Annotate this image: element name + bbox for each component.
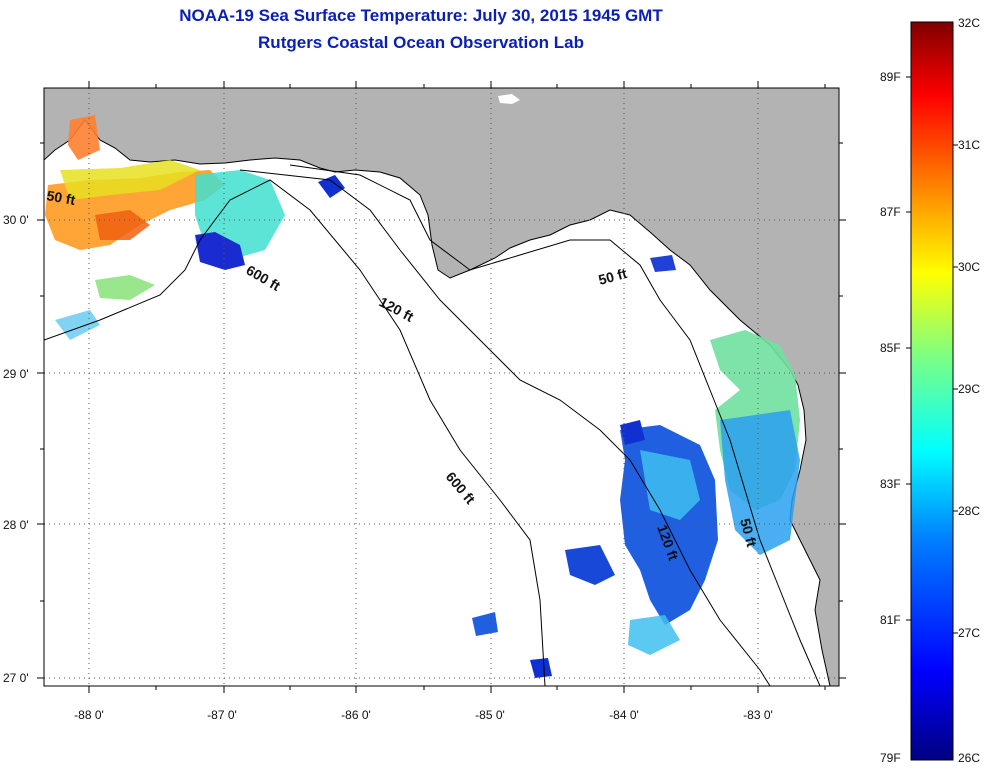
lat-label: 28 0' (3, 518, 29, 532)
sst-patch-cold (195, 232, 245, 270)
colorbar-c-label: 30C (958, 260, 980, 274)
colorbar-f-label: 79F (880, 751, 901, 765)
cloud-patch (498, 94, 520, 104)
lat-label: 27 0' (3, 671, 29, 685)
colorbar-c-label: 26C (958, 751, 980, 765)
colorbar-c-label: 27C (958, 626, 980, 640)
sst-patch-yellow (60, 160, 200, 200)
map-title: NOAA-19 Sea Surface Temperature: July 30… (179, 6, 663, 25)
sst-patch-south (628, 615, 680, 655)
lat-label: 30 0' (3, 213, 29, 227)
colorbar-c-label: 31C (958, 138, 980, 152)
tick-marks (37, 81, 846, 693)
lat-label: 29 0' (3, 367, 29, 381)
lon-label: -88 0' (74, 708, 104, 722)
contour-120ft (239, 169, 771, 686)
lon-label: -83 0' (743, 708, 773, 722)
colorbar-ticks (906, 76, 958, 634)
map-frame (43, 87, 840, 687)
sst-patch-green (95, 275, 155, 300)
colorbar-f-label: 85F (880, 341, 901, 355)
sst-patch-bay (68, 115, 100, 160)
lon-label: -84 0' (609, 708, 639, 722)
sst-patch-bigbend (650, 255, 676, 272)
colorbar-c-label: 28C (958, 504, 980, 518)
contour-50ft (289, 164, 821, 686)
sst-patch-cold2 (620, 420, 645, 445)
colorbar-f-label: 89F (880, 70, 901, 84)
colorbar-f-label: 81F (880, 613, 901, 627)
colorbar-c-label: 32C (958, 16, 980, 30)
lon-label: -85 0' (475, 708, 505, 722)
sst-patch-small (318, 175, 345, 198)
colorbar-f-label: 83F (880, 477, 901, 491)
map-subtitle: Rutgers Coastal Ocean Observation Lab (258, 33, 584, 52)
contour-label-50ft-bigbend: 50 ft (597, 265, 629, 288)
contour-label-50ft-west: 50 ft (45, 187, 76, 208)
contour-label-50ft-south: 50 ft (737, 517, 760, 549)
sst-patch-west-fl (565, 545, 615, 585)
lon-label: -86 0' (341, 708, 371, 722)
colorbar-c-label: 29C (958, 382, 980, 396)
sst-patch-shelf-blue (720, 410, 800, 555)
lon-label: -87 0' (207, 708, 237, 722)
sst-patch-south2 (530, 658, 552, 678)
sst-patch-hot (95, 210, 150, 240)
colorbar (910, 21, 954, 761)
colorbar-f-label: 87F (880, 205, 901, 219)
contour-600ft (44, 179, 546, 686)
